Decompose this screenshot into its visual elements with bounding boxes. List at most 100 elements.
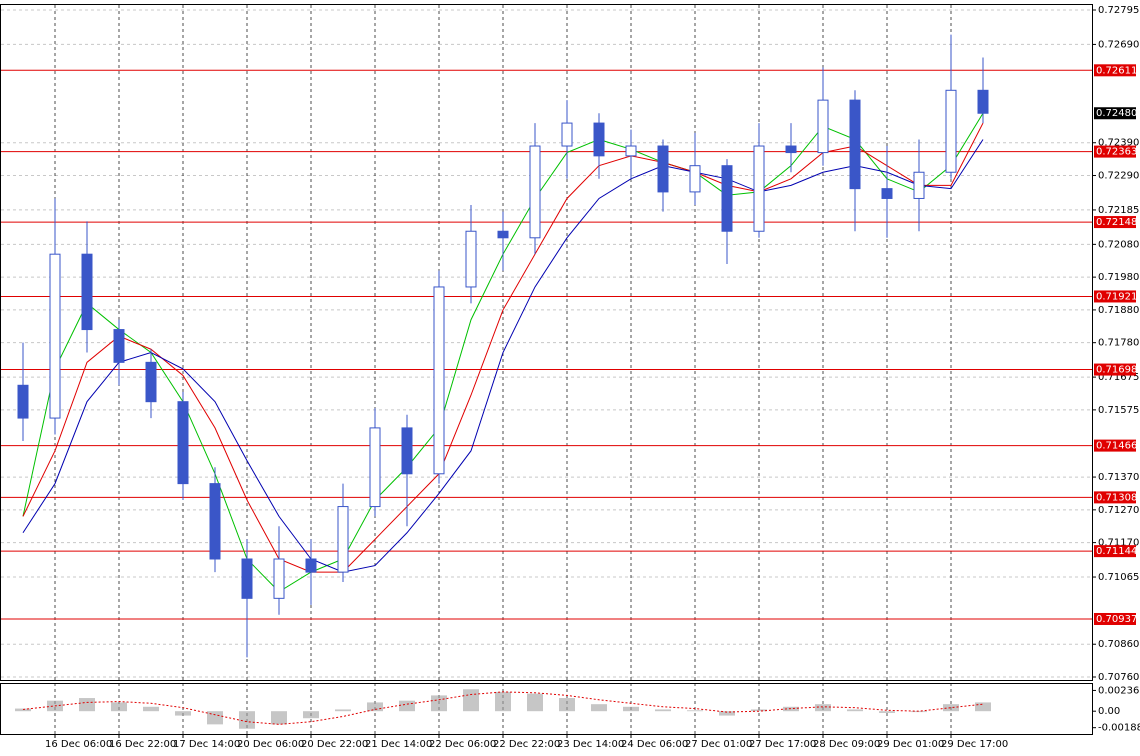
y-tick-label: 0.71370 — [1098, 472, 1139, 483]
level-label-box — [1094, 545, 1136, 558]
level-label: 0.72611 — [1096, 65, 1137, 76]
indicator-bar — [591, 704, 607, 712]
y-tick-label: 0.70860 — [1098, 639, 1139, 650]
candle-body — [401, 427, 413, 475]
level-label: 0.71466 — [1096, 441, 1137, 452]
candle-body — [593, 122, 605, 157]
indicator-bar — [399, 700, 415, 712]
level-label-box — [1094, 145, 1136, 158]
level-label-box — [1094, 612, 1136, 625]
candle-body — [817, 99, 829, 154]
indicator-bar — [143, 706, 159, 712]
level-label-box — [1094, 290, 1136, 303]
candle-body — [273, 558, 285, 599]
indicator-bar — [559, 698, 575, 712]
y-tick-label: 0.71575 — [1098, 405, 1139, 416]
candle-body — [721, 165, 733, 232]
y-tick-label: 0.71270 — [1098, 505, 1139, 516]
indicator-bar — [783, 706, 799, 712]
x-tick-label: 16 Dec 22:00 — [109, 739, 176, 750]
indicator-bar — [15, 708, 31, 712]
level-label-box — [1094, 216, 1136, 229]
x-tick-label: 29 Dec 17:00 — [941, 739, 1008, 750]
x-tick-label: 23 Dec 14:00 — [557, 739, 624, 750]
y-tick-label: 0.72690 — [1098, 39, 1139, 50]
indicator-bar — [367, 702, 383, 712]
candle-body — [753, 145, 765, 232]
indicator-bar — [303, 711, 319, 719]
candle-body — [497, 230, 509, 239]
indicator-bar — [879, 711, 895, 713]
current-price-box — [1094, 107, 1136, 120]
candle-body — [945, 89, 957, 173]
y-tick-label: 0.72390 — [1098, 138, 1139, 149]
y-tick-label: 0.71170 — [1098, 538, 1139, 549]
x-tick-label: 22 Dec 06:00 — [429, 739, 496, 750]
current-price-label: 0.72480 — [1096, 108, 1137, 119]
level-label: 0.71308 — [1096, 492, 1137, 503]
moving-average — [22, 139, 984, 573]
indicator-bar — [335, 709, 351, 712]
indicator-bar — [687, 710, 703, 712]
level-label-box — [1094, 64, 1136, 77]
candle-body — [369, 427, 381, 508]
candle-body — [657, 145, 669, 193]
indicator-bar — [431, 695, 447, 712]
candle-body — [529, 145, 541, 239]
candle-body — [17, 384, 29, 419]
candle-body — [177, 401, 189, 485]
candle-body — [881, 188, 893, 199]
indicator-bar — [847, 709, 863, 712]
candle-body — [785, 145, 797, 154]
y-tick-label: 0.002367 — [1098, 685, 1140, 696]
level-label: 0.72363 — [1096, 147, 1137, 158]
candle-body — [977, 89, 989, 114]
indicator-bar — [495, 691, 511, 712]
candle-body — [849, 99, 861, 190]
candle-body — [689, 165, 701, 193]
y-tick-label: 0.00 — [1098, 706, 1120, 717]
y-tick-label: 0.71880 — [1098, 305, 1139, 316]
candle-body — [81, 253, 93, 331]
candle-body — [305, 558, 317, 573]
indicator-bar — [623, 706, 639, 712]
x-tick-label: 24 Dec 06:00 — [621, 739, 688, 750]
x-tick-label: 27 Dec 17:00 — [749, 739, 816, 750]
y-tick-label: 0.71780 — [1098, 338, 1139, 349]
indicator-bar — [751, 709, 767, 712]
y-tick-label: 0.71065 — [1098, 572, 1139, 583]
indicator-bar — [719, 711, 735, 716]
level-label-box — [1094, 363, 1136, 376]
y-tick-label: 0.72795 — [1098, 5, 1139, 16]
candle-body — [113, 329, 125, 363]
indicator-bar — [911, 711, 927, 713]
indicator-signal — [22, 691, 984, 725]
indicator-bar — [271, 711, 287, 725]
y-tick-label: 0.70760 — [1098, 672, 1139, 683]
indicator-bar — [815, 704, 831, 712]
y-tick-label: 0.71980 — [1098, 272, 1139, 283]
candle-body — [49, 253, 61, 419]
indicator-bar — [239, 711, 255, 729]
indicator-bar — [655, 709, 671, 712]
candle-body — [145, 361, 157, 403]
indicator-bar — [79, 698, 95, 712]
y-tick-label: 0.72290 — [1098, 171, 1139, 182]
level-label: 0.71698 — [1096, 365, 1137, 376]
candle-body — [561, 122, 573, 147]
x-tick-label: 16 Dec 06:00 — [45, 739, 112, 750]
x-tick-label: 21 Dec 14:00 — [365, 739, 432, 750]
y-tick-label: 0.72185 — [1098, 205, 1139, 216]
candle-body — [241, 558, 253, 599]
indicator-bar — [111, 702, 127, 712]
x-tick-label: 29 Dec 01:00 — [877, 739, 944, 750]
indicator-bar — [943, 704, 959, 712]
y-tick-label: 0.72080 — [1098, 239, 1139, 250]
x-tick-label: 22 Dec 22:00 — [493, 739, 560, 750]
indicator-bar — [463, 689, 479, 712]
candle-body — [433, 286, 445, 475]
indicator-bar — [527, 693, 543, 712]
y-tick-label: 0.71675 — [1098, 372, 1139, 383]
